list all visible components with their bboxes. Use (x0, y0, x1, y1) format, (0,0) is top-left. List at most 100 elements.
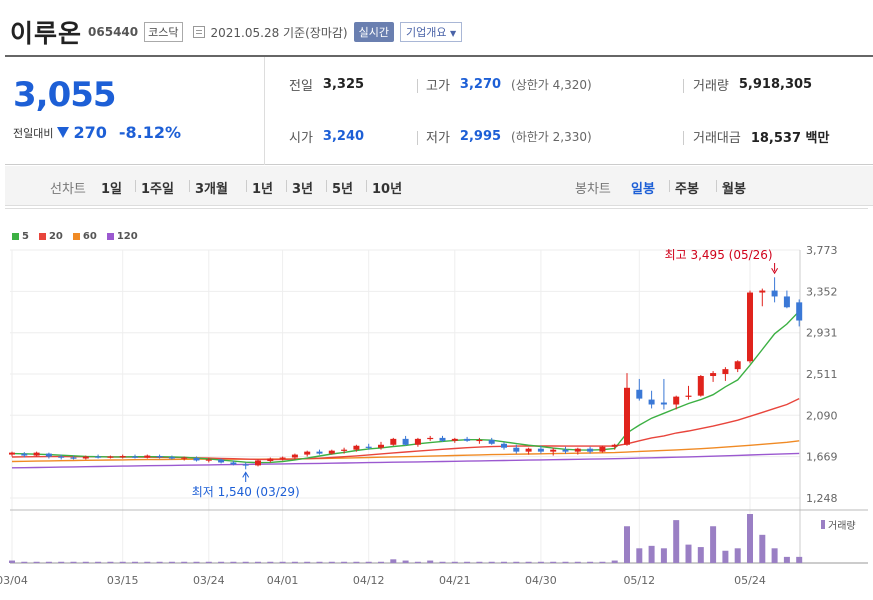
volume-bar (58, 561, 65, 563)
candle-body (537, 448, 544, 452)
current-price-panel: 3,055 전일대비 270 -8.12% (5, 57, 265, 165)
volume-bar (550, 561, 557, 563)
y-tick-6: 1,248 (806, 492, 838, 505)
volume-bar (95, 561, 102, 563)
volume-bar (722, 550, 729, 563)
candle-body (451, 438, 458, 441)
volume-bar (476, 561, 483, 563)
candle-body (501, 443, 507, 448)
candle-body (783, 296, 790, 308)
volume-bar (341, 561, 348, 563)
tab-line-1[interactable]: 1주일 (141, 182, 174, 197)
x-tick-1: 03/15 (107, 574, 139, 587)
trade-amount: 거래대금 18,537 백만 (693, 127, 829, 146)
volume-bar (45, 561, 52, 563)
volume-bar (21, 561, 28, 563)
tab-line-6[interactable]: 10년 (372, 182, 403, 197)
candle-body (353, 445, 360, 450)
volume-bar (193, 561, 200, 563)
tab-line-0[interactable]: 1일 (101, 182, 123, 197)
candle-body (193, 458, 200, 461)
volume-bar (697, 547, 704, 563)
volume-bar (587, 561, 594, 563)
candle-body (156, 456, 163, 458)
tab-line-3[interactable]: 1년 (252, 182, 274, 197)
candle-body (562, 449, 569, 452)
candle-body (710, 373, 717, 377)
company-info-label: 기업개요 (405, 26, 447, 39)
volume-bar (734, 548, 741, 563)
low-annotation: 최저 1,540 (03/29) (192, 485, 300, 499)
volume-bar (205, 561, 212, 563)
candle-body (439, 437, 446, 441)
volume-bar (464, 561, 471, 563)
prev-close-label: 전일 (289, 79, 313, 94)
company-info-dropdown[interactable]: 기업개요 ▼ (399, 22, 463, 42)
candle-body (550, 449, 557, 452)
candle-body (132, 456, 138, 458)
open-label: 시가 (289, 131, 313, 146)
y-tick-1: 3,352 (806, 285, 838, 298)
line-chart-label: 선차트 (50, 182, 86, 197)
x-tick-7: 05/12 (623, 574, 655, 587)
volume: 거래량 5,918,305 (693, 75, 812, 94)
volume-bar (291, 561, 298, 563)
volume-bar (451, 561, 458, 563)
volume-bar (488, 561, 495, 563)
volume-bar (771, 548, 778, 563)
y-tick-2: 2,931 (806, 327, 838, 340)
tab-line-4[interactable]: 3년 (292, 182, 314, 197)
upper-limit: (상한가 4,320) (511, 78, 592, 92)
candle-body (267, 458, 274, 461)
volume-legend-label: 거래량 (828, 520, 856, 532)
candle-body (747, 292, 753, 362)
tab-line-5[interactable]: 5년 (332, 182, 354, 197)
volume-bar (501, 561, 507, 563)
candle-body (144, 455, 151, 458)
candle-body (365, 446, 372, 448)
volume-bar (267, 561, 274, 563)
candle-body (587, 448, 594, 452)
candle-body (168, 457, 175, 459)
volume-bar (119, 561, 126, 563)
volume-legend-swatch (821, 520, 825, 529)
candle-body (82, 456, 89, 459)
volume-bar (70, 561, 77, 563)
volume-bar (783, 556, 790, 563)
candle-body (734, 361, 741, 370)
tab-line-2[interactable]: 3개월 (195, 182, 228, 197)
candle-body (58, 456, 65, 458)
candle-body (771, 290, 778, 297)
high-label: 고가 (426, 79, 450, 94)
x-tick-5: 04/21 (439, 574, 471, 587)
candle-body (759, 290, 766, 293)
stock-code: 065440 (88, 25, 139, 39)
y-tick-4: 2,090 (806, 409, 838, 422)
change-label: 전일대비 (13, 126, 54, 140)
candle-body (279, 457, 286, 459)
volume-bar (660, 548, 667, 563)
volume-bar (562, 561, 569, 563)
y-tick-0: 3,773 (806, 244, 838, 257)
high-price: 고가 3,270 (상한가 4,320) (426, 75, 592, 94)
volume-bar (624, 526, 630, 563)
price-summary: 3,055 전일대비 270 -8.12% 전일 3,325 고가 3,270 … (5, 55, 873, 165)
ma-line-120 (11, 452, 800, 469)
tab-candle-2[interactable]: 월봉 (722, 182, 746, 197)
realtime-button[interactable]: 실시간 (353, 22, 394, 42)
tab-candle-1[interactable]: 주봉 (675, 182, 699, 197)
volume-bar (242, 561, 249, 563)
volume-bar (230, 561, 237, 563)
candle-body (648, 399, 655, 405)
candle-body (525, 448, 532, 452)
change-value: 270 (73, 123, 107, 142)
candle-body (181, 457, 188, 459)
chart-top-border (5, 208, 868, 209)
volume-bar (525, 561, 532, 563)
market-badge: 코스닥 (144, 22, 183, 42)
candle-body (341, 449, 348, 451)
high-value: 3,270 (459, 77, 502, 92)
tab-candle-0[interactable]: 일봉 (631, 182, 655, 197)
volume-bar (9, 560, 15, 563)
candle-body (796, 302, 803, 321)
